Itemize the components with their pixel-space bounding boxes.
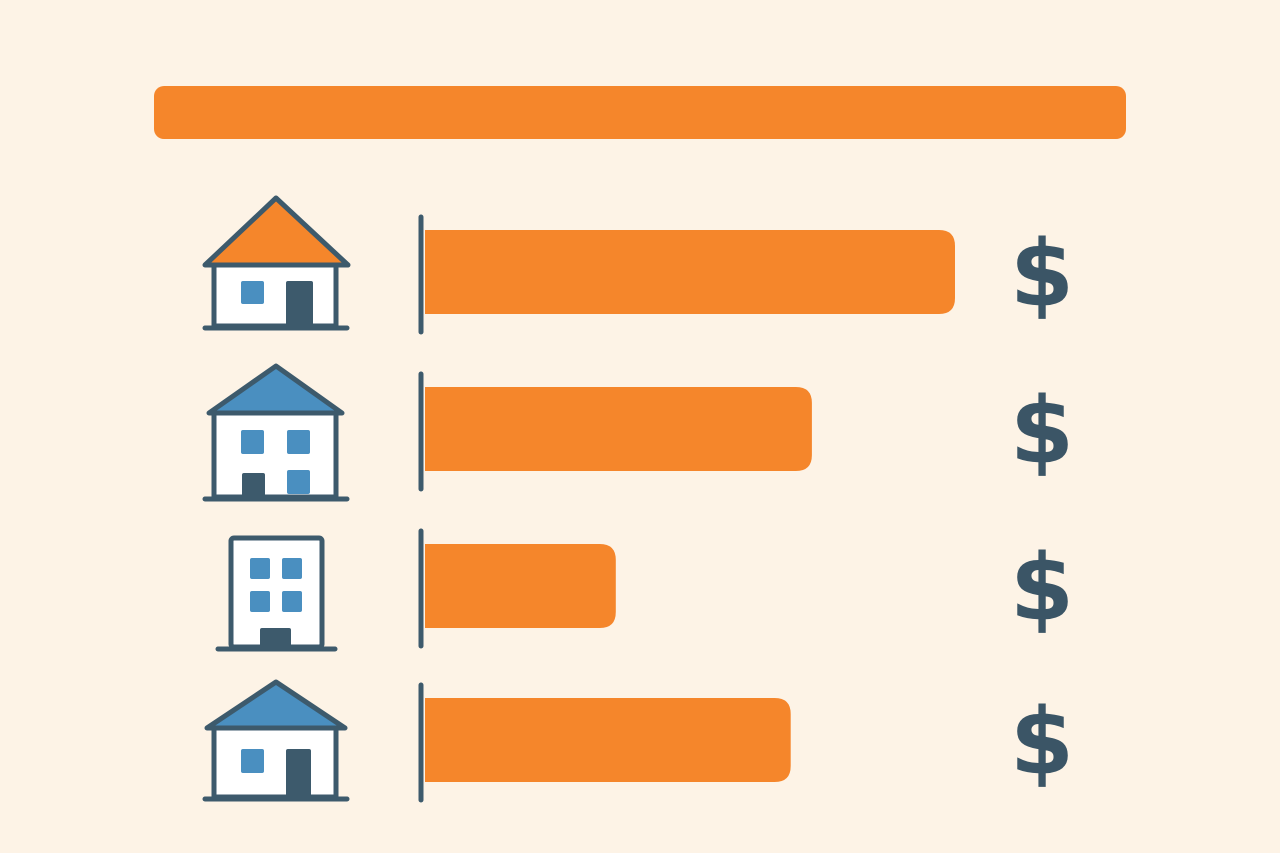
header-bar: [154, 86, 1126, 139]
dollar-sign: $: [1010, 689, 1074, 796]
bar: [425, 230, 955, 314]
bar: [425, 544, 616, 628]
bar: [425, 387, 812, 471]
dollar-sign: $: [1010, 535, 1074, 642]
building-icon: [215, 535, 338, 652]
house-icon: [202, 363, 350, 502]
house-icon: [202, 679, 350, 802]
dollar-sign: $: [1010, 378, 1074, 485]
dollar-sign: $: [1010, 221, 1074, 328]
house-icon: [202, 195, 351, 331]
bar: [425, 698, 791, 782]
